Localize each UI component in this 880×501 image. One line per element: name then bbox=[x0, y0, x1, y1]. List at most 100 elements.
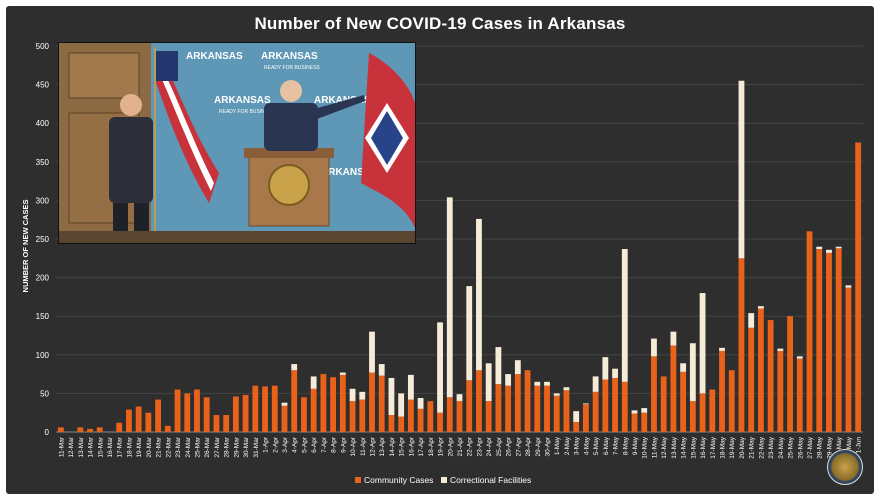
x-tick-label: 17-Apr bbox=[418, 436, 425, 456]
x-tick-label: 30-May bbox=[836, 436, 843, 458]
bar-community-cases bbox=[398, 416, 405, 432]
chart-frame: Number of New COVID-19 Cases in Arkansas… bbox=[6, 6, 874, 494]
bar-community-cases bbox=[320, 374, 327, 432]
x-tick-label: 6-May bbox=[603, 436, 610, 455]
banner-word-2: ARKANSAS bbox=[261, 51, 318, 62]
banner-sub-2: READY FOR BUSINESS bbox=[219, 109, 275, 115]
bar-correctional-facilities bbox=[651, 338, 657, 357]
bar-community-cases bbox=[126, 409, 132, 432]
bar-correctional-facilities bbox=[398, 393, 405, 417]
speaker-right bbox=[264, 80, 365, 151]
x-tick-label: 14-Apr bbox=[389, 436, 396, 456]
bar-community-cases bbox=[407, 399, 414, 432]
x-tick-label: 20-May bbox=[739, 436, 746, 458]
x-tick-label: 28-Apr bbox=[525, 436, 532, 456]
x-axis-ticks: 11-Mar 12-Mar 13-Mar 14-Mar 15-Mar 16-Mar 17-M… bbox=[58, 436, 862, 459]
x-tick-label: 9-Apr bbox=[340, 436, 347, 453]
bar-correctional-facilities bbox=[388, 377, 395, 416]
x-tick-label: 25-May bbox=[788, 436, 795, 458]
x-tick-label: 4-May bbox=[583, 436, 590, 455]
bar-community-cases bbox=[699, 393, 706, 432]
bar-community-cases bbox=[252, 385, 259, 432]
bar-correctional-facilities bbox=[757, 306, 764, 309]
bar-community-cases bbox=[456, 401, 463, 432]
y-tick-label: 300 bbox=[36, 196, 50, 205]
bar-correctional-facilities bbox=[495, 347, 502, 385]
bar-correctional-facilities bbox=[417, 398, 424, 409]
bar-community-cases bbox=[427, 401, 434, 432]
bar-community-cases bbox=[378, 375, 385, 432]
bar-community-cases bbox=[116, 422, 123, 432]
x-tick-label: 9-May bbox=[632, 436, 639, 455]
bar-community-cases bbox=[855, 142, 862, 432]
bar-community-cases bbox=[359, 399, 366, 432]
bar-community-cases bbox=[563, 390, 570, 432]
x-tick-label: 29-May bbox=[826, 436, 833, 458]
x-tick-label: 21-May bbox=[749, 436, 756, 458]
bar-community-cases bbox=[203, 397, 210, 432]
bar-correctional-facilities bbox=[563, 387, 570, 391]
legend-swatch-community bbox=[355, 477, 361, 483]
bar-community-cases bbox=[573, 421, 580, 432]
state-seal-icon bbox=[268, 164, 310, 206]
x-tick-label: 24-Apr bbox=[486, 436, 493, 456]
bar-community-cases bbox=[271, 385, 278, 432]
bar-correctional-facilities bbox=[573, 411, 580, 422]
bar-correctional-facilities bbox=[612, 368, 618, 378]
bar-correctional-facilities bbox=[456, 394, 463, 402]
bar-correctional-facilities bbox=[514, 360, 521, 375]
bar-correctional-facilities bbox=[796, 356, 803, 359]
bar-community-cases bbox=[641, 412, 648, 432]
bar-community-cases bbox=[135, 406, 142, 432]
bar-correctional-facilities bbox=[748, 313, 755, 328]
bar-correctional-facilities bbox=[505, 374, 512, 386]
bar-correctional-facilities bbox=[582, 403, 589, 405]
x-tick-label: 11-May bbox=[651, 436, 658, 458]
bar-correctional-facilities bbox=[359, 391, 366, 400]
bar-community-cases bbox=[291, 370, 298, 432]
bar-community-cases bbox=[709, 389, 716, 432]
bar-community-cases bbox=[476, 370, 482, 432]
x-tick-label: 27-Mar bbox=[214, 436, 221, 457]
x-tick-label: 29-Mar bbox=[233, 436, 240, 457]
bar-correctional-facilities bbox=[378, 364, 385, 376]
x-tick-label: 7-May bbox=[613, 436, 620, 455]
bar-correctional-facilities bbox=[437, 322, 443, 413]
legend-swatch-correctional bbox=[441, 477, 447, 483]
bar-community-cases bbox=[213, 415, 220, 432]
bar-correctional-facilities bbox=[446, 197, 453, 398]
bar-community-cases bbox=[164, 425, 171, 432]
x-tick-label: 23-Apr bbox=[476, 436, 483, 456]
x-tick-label: 25-Apr bbox=[496, 436, 503, 456]
x-tick-label: 13-May bbox=[671, 436, 678, 458]
bar-correctional-facilities bbox=[689, 343, 696, 402]
y-tick-label: 100 bbox=[36, 351, 50, 360]
bar-community-cases bbox=[96, 427, 103, 432]
y-tick-label: 500 bbox=[36, 42, 50, 51]
bar-community-cases bbox=[339, 374, 346, 432]
x-tick-label: 25-Mar bbox=[194, 436, 201, 457]
x-tick-label: 19-Apr bbox=[438, 436, 445, 456]
banner-word-1: ARKANSAS bbox=[186, 51, 243, 62]
y-tick-label: 150 bbox=[36, 312, 50, 321]
x-tick-label: 26-Mar bbox=[204, 436, 211, 457]
x-tick-label: 16-Mar bbox=[107, 436, 114, 457]
chart-title: Number of New COVID-19 Cases in Arkansas bbox=[254, 14, 626, 33]
bar-correctional-facilities bbox=[407, 374, 414, 400]
bar-correctional-facilities bbox=[466, 286, 473, 381]
x-tick-label: 22-Apr bbox=[467, 436, 474, 456]
legend: Community Cases Correctional Facilities bbox=[355, 475, 531, 485]
bar-community-cases bbox=[845, 287, 852, 432]
y-tick-label: 400 bbox=[36, 119, 50, 128]
y-axis-label: NUMBER OF NEW CASES bbox=[21, 200, 30, 293]
bar-correctional-facilities bbox=[719, 347, 725, 351]
x-tick-label: 1-Jun bbox=[856, 437, 863, 454]
x-tick-label: 16-May bbox=[700, 436, 707, 458]
bar-correctional-facilities bbox=[281, 402, 288, 406]
bar-correctional-facilities bbox=[641, 408, 648, 413]
bar-correctional-facilities bbox=[291, 364, 298, 371]
x-tick-label: 30-Apr bbox=[545, 436, 552, 456]
bar-correctional-facilities bbox=[369, 331, 375, 373]
y-tick-label: 250 bbox=[36, 235, 50, 244]
banner-word-3: ARKANSAS bbox=[214, 95, 271, 106]
